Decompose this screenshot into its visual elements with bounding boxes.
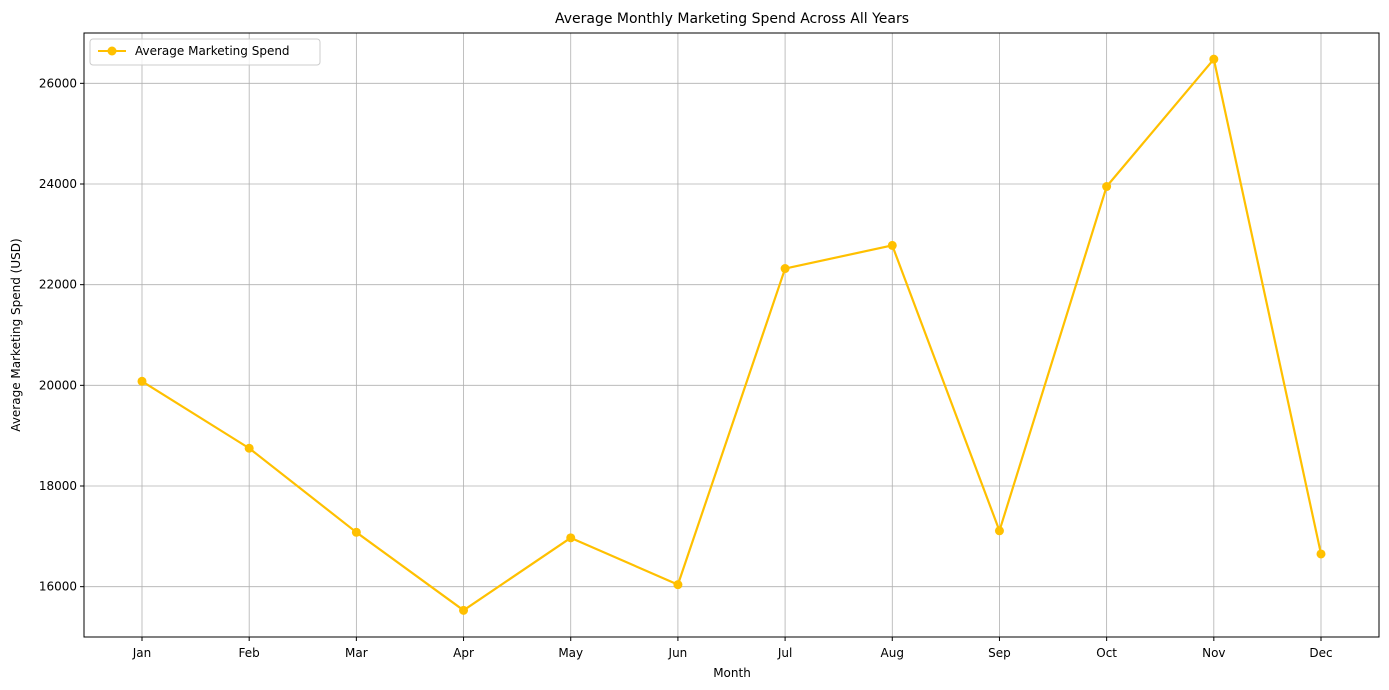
plot-frame <box>83 32 1380 638</box>
data-point <box>1102 182 1112 192</box>
legend-entry-average-marketing-spend: Average Marketing Spend <box>135 44 290 58</box>
y-axis-ticks: 16000 18000 20000 22000 24000 26000 <box>39 76 84 594</box>
data-point <box>566 533 576 543</box>
y-axis-label: Average Marketing Spend (USD) <box>9 238 23 431</box>
y-tick-label: 22000 <box>39 278 77 292</box>
x-tick-label: Oct <box>1096 646 1117 660</box>
y-tick-label: 18000 <box>39 479 77 493</box>
x-axis-ticks: Jan Feb Mar Apr May Jun Jul Aug Sep Oct Nov Dec <box>132 637 1333 660</box>
data-point <box>994 526 1004 536</box>
legend: Average Marketing Spend <box>89 38 321 66</box>
x-tick-label: Sep <box>988 646 1011 660</box>
data-point <box>1316 549 1326 559</box>
x-axis-label: Month <box>713 666 751 680</box>
data-point <box>887 240 897 250</box>
x-tick-label: Nov <box>1202 646 1225 660</box>
x-tick-label: Jun <box>668 646 688 660</box>
data-point <box>351 527 361 537</box>
y-tick-label: 20000 <box>39 378 77 392</box>
data-point <box>459 605 469 615</box>
x-tick-label: Feb <box>239 646 260 660</box>
data-point <box>244 443 254 453</box>
series-line <box>141 58 1323 612</box>
x-tick-label: Aug <box>881 646 904 660</box>
data-point <box>137 376 147 386</box>
x-tick-label: Mar <box>345 646 368 660</box>
data-point <box>1209 54 1219 64</box>
y-tick-label: 26000 <box>39 76 77 90</box>
data-point <box>780 264 790 274</box>
x-tick-label: Apr <box>453 646 474 660</box>
x-tick-label: Dec <box>1309 646 1332 660</box>
y-tick-label: 24000 <box>39 177 77 191</box>
legend-marker-swatch <box>107 46 117 56</box>
y-tick-label: 16000 <box>39 580 77 594</box>
data-point <box>673 580 683 590</box>
legend-box <box>89 38 321 66</box>
x-tick-label: May <box>558 646 583 660</box>
series-layer <box>137 54 1326 615</box>
chart-title: Average Monthly Marketing Spend Across A… <box>555 11 909 27</box>
x-tick-label: Jan <box>132 646 152 660</box>
grid-lines <box>84 33 1379 637</box>
x-tick-label: Jul <box>777 646 792 660</box>
